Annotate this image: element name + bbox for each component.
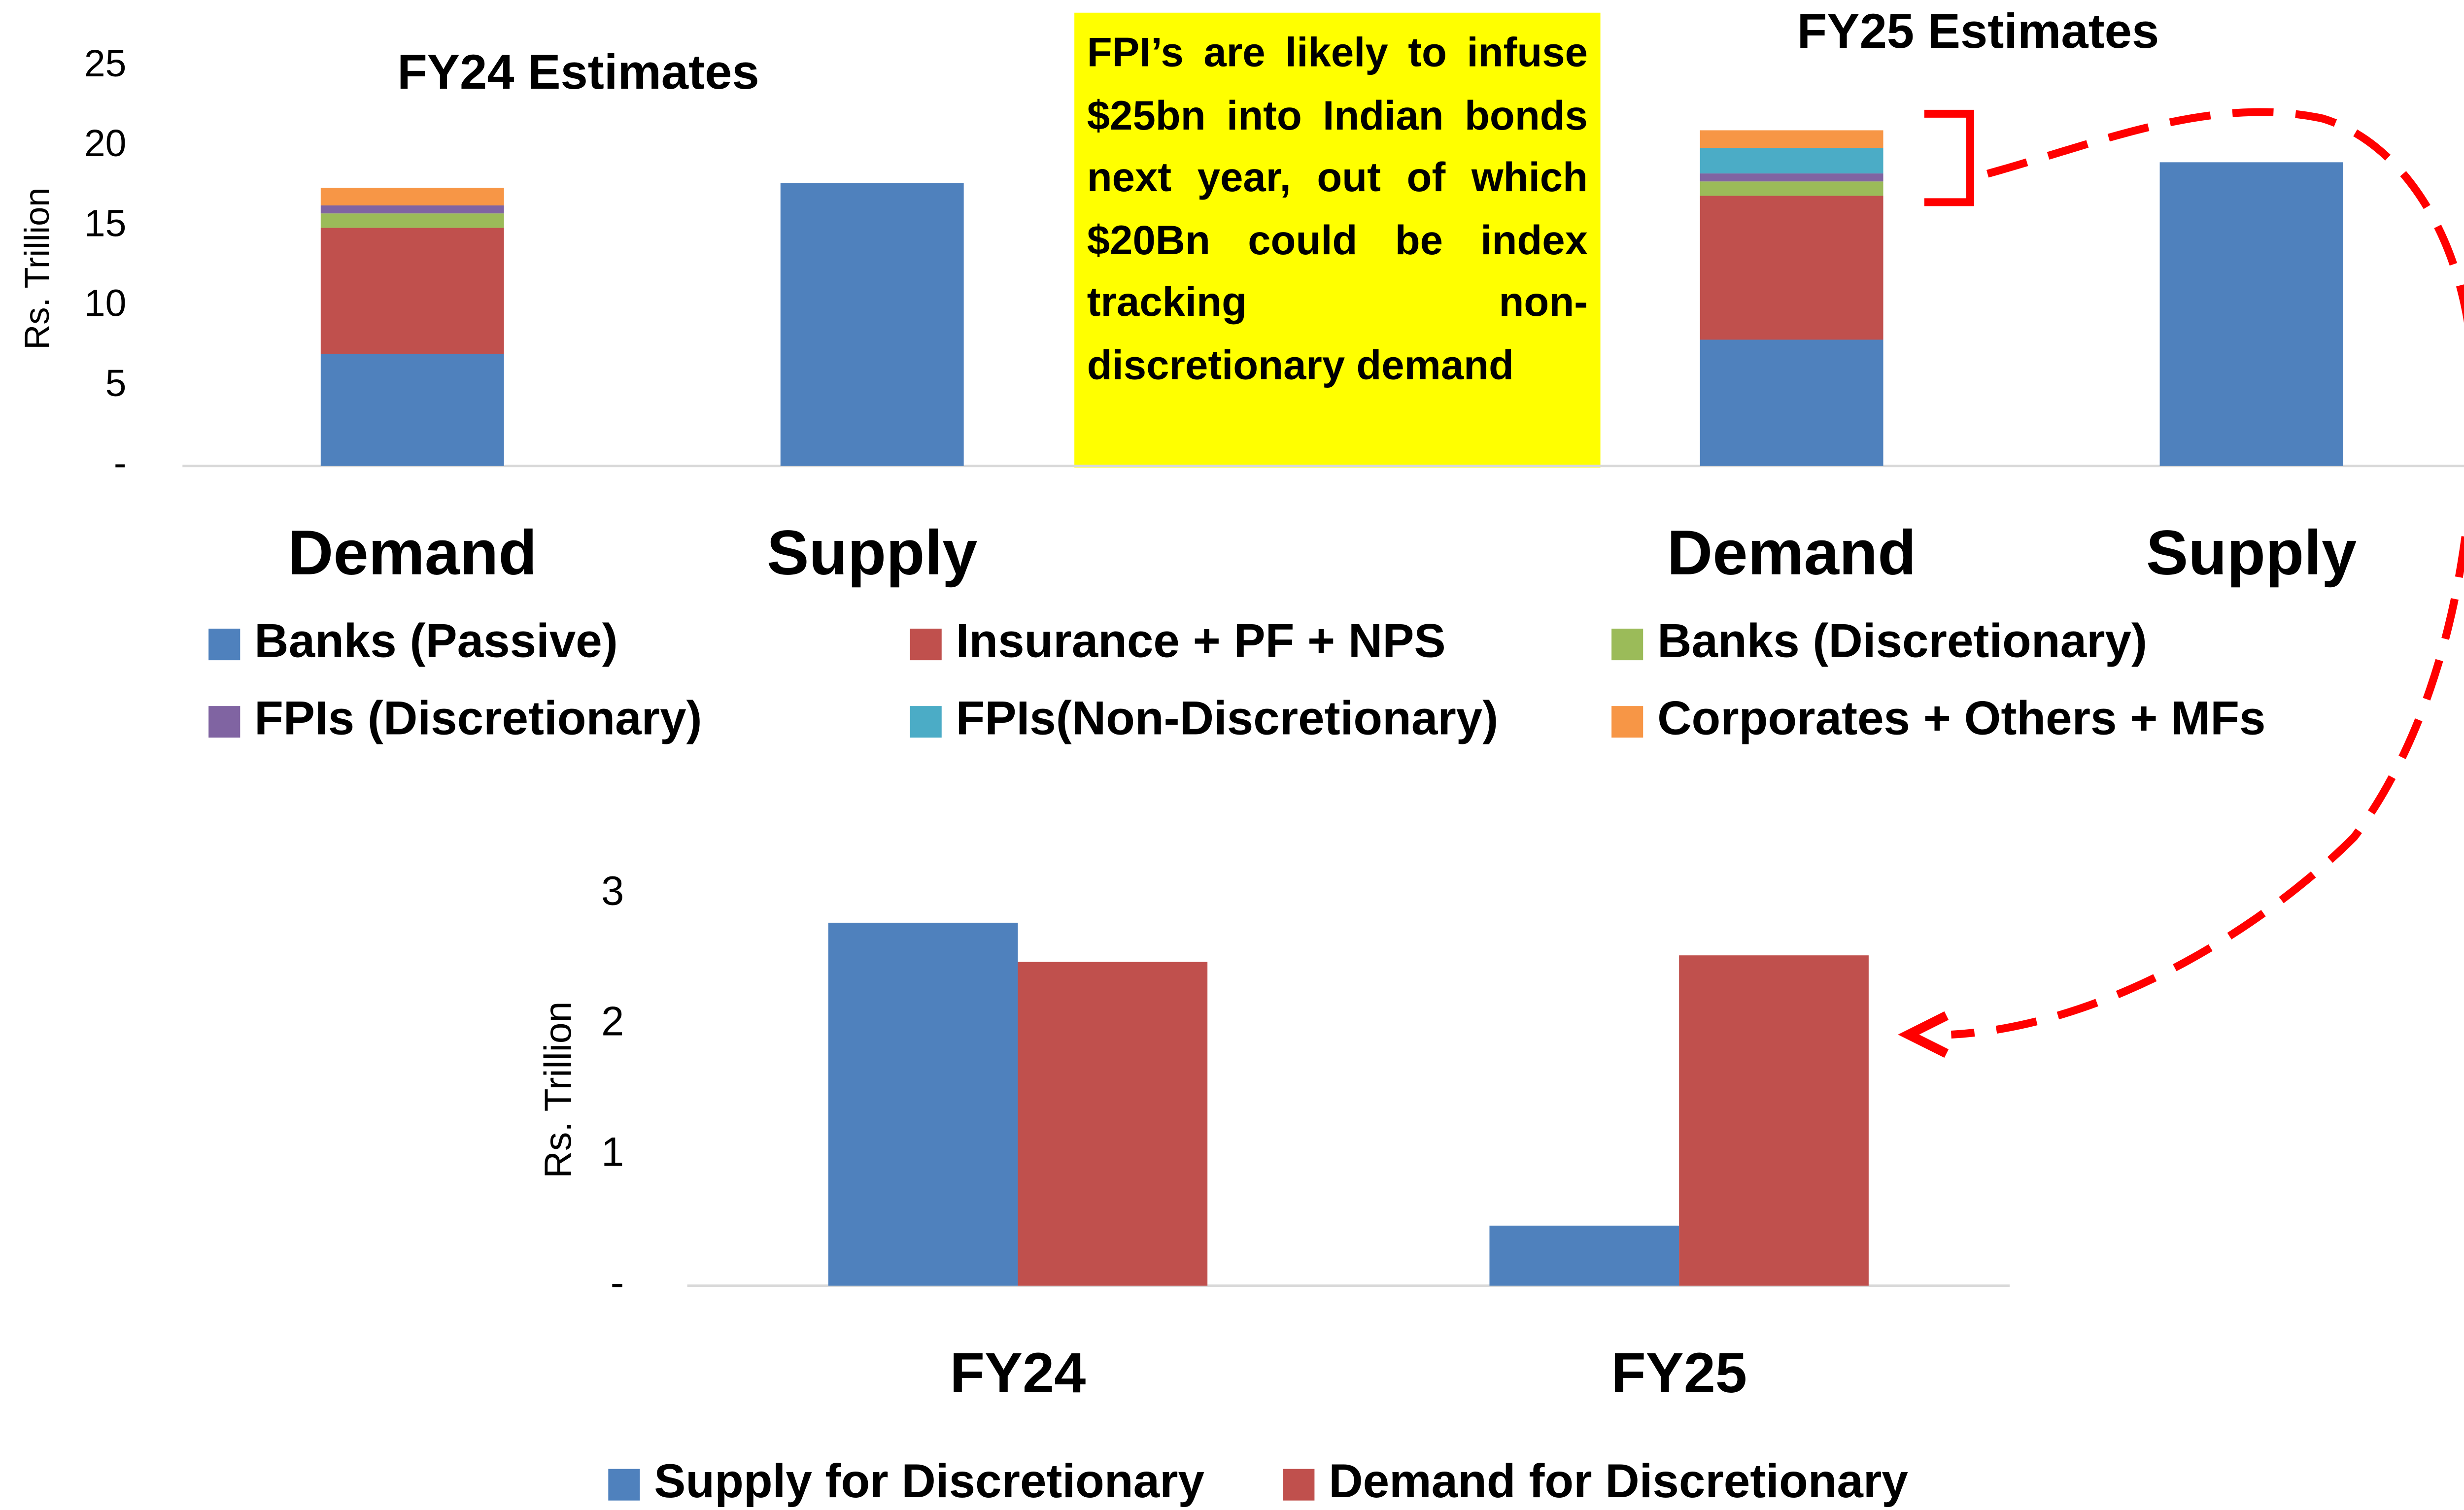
- arrow-head: [1898, 1011, 1949, 1058]
- legend-swatch: [1611, 706, 1643, 738]
- y-tick-label: 25: [84, 42, 127, 85]
- y-tick-label: 1: [601, 1129, 624, 1175]
- y-tick-label: 10: [84, 282, 127, 325]
- legend-label: Banks (Discretionary): [1657, 614, 2147, 667]
- legend-label: FPIs(Non-Discretionary): [956, 692, 1499, 745]
- bar-segment: [1700, 148, 1883, 174]
- x-tick-label: Demand: [288, 518, 537, 588]
- bar-segment: [320, 354, 504, 466]
- panel-title: FY25 Estimates: [1797, 4, 2159, 59]
- x-tick-label: Demand: [1667, 518, 1916, 588]
- legend-label: Supply for Discretionary: [654, 1455, 1204, 1508]
- legend-swatch: [208, 629, 240, 661]
- x-tick-label: Supply: [2146, 518, 2357, 588]
- bar-segment: [1700, 196, 1883, 340]
- bar-segment: [320, 188, 504, 205]
- bar: [828, 922, 1018, 1286]
- legend-swatch: [910, 629, 942, 661]
- x-tick-label: FY25: [1611, 1342, 1747, 1405]
- bar-segment: [1700, 130, 1883, 148]
- bar: [1679, 955, 1869, 1286]
- x-tick-label: Supply: [767, 518, 977, 588]
- legend-swatch: [208, 706, 240, 738]
- note-text: FPI’s are likely to infuse $25bn into In…: [1074, 12, 1601, 468]
- bar: [1018, 962, 1208, 1286]
- bar-segment: [1700, 181, 1883, 196]
- y-axis-label: Rs. Trillion: [17, 187, 56, 349]
- y-tick-label: -: [611, 1260, 624, 1306]
- legend-swatch: [1611, 629, 1643, 661]
- y-tick-label: 3: [601, 868, 624, 914]
- bar: [1489, 1225, 1679, 1286]
- bar-segment: [1700, 339, 1883, 466]
- legend-label: FPIs (Discretionary): [254, 692, 702, 745]
- bracket: [1924, 109, 1974, 206]
- y-axis-label: Rs. Trillion: [537, 1002, 579, 1178]
- y-tick-label: -: [114, 442, 127, 484]
- bar-segment: [320, 213, 504, 228]
- bar-segment: [320, 205, 504, 214]
- y-tick-label: 5: [105, 362, 127, 404]
- panel-title: FY24 Estimates: [397, 45, 759, 100]
- legend-label: Corporates + Others + MFs: [1657, 692, 2265, 745]
- note-box: FPI’s are likely to infuse $25bn into In…: [1074, 12, 1601, 468]
- legend-swatch: [910, 706, 942, 738]
- legend-label: Insurance + PF + NPS: [956, 614, 1446, 667]
- y-tick-label: 2: [601, 999, 624, 1044]
- x-tick-label: FY24: [950, 1342, 1086, 1405]
- bar-segment: [2159, 162, 2343, 466]
- dashed-curve: [1951, 108, 2464, 1039]
- y-tick-label: 20: [84, 122, 127, 165]
- callout-arrow: [1898, 108, 2464, 1058]
- bar-segment: [320, 228, 504, 354]
- legend-swatch: [608, 1469, 640, 1501]
- bar-segment: [1700, 173, 1883, 182]
- bar-segment: [780, 183, 964, 466]
- y-tick-label: 15: [84, 202, 127, 244]
- legend-label: Demand for Discretionary: [1329, 1455, 1908, 1508]
- legend-swatch: [1283, 1469, 1315, 1501]
- legend-label: Banks (Passive): [254, 614, 618, 667]
